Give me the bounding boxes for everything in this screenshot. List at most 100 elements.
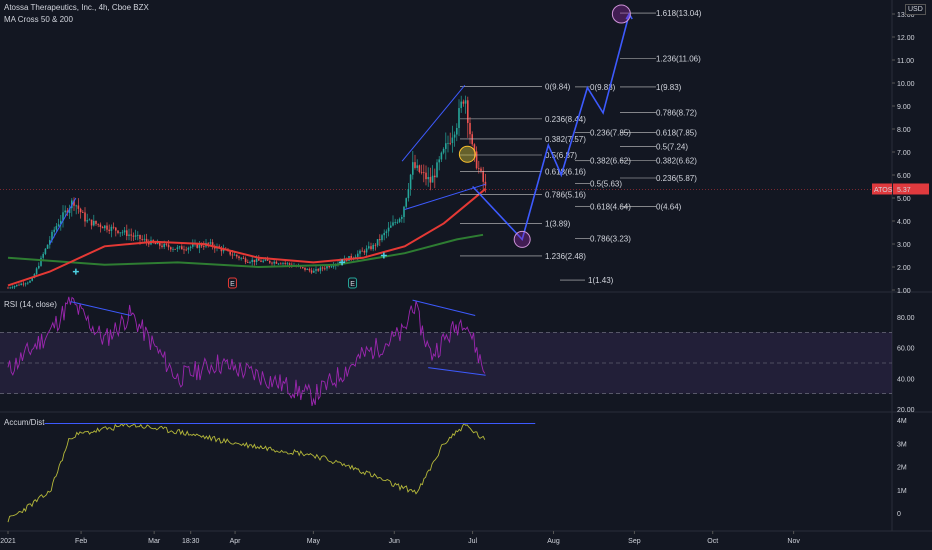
rsi-divergence-line [428,367,486,376]
projection-arrowhead [625,12,633,20]
candle-body [115,227,117,231]
candle-body [60,220,62,225]
candle-body [403,206,405,217]
ad-pane-title[interactable]: Accum/Dist [4,418,45,427]
candle-body [310,270,313,273]
candle-body [253,259,256,263]
candle-body [332,265,335,267]
fib-projection-label: 0.382(6.62) [656,157,697,166]
fib-retracement-label: 1(3.89) [545,220,571,229]
candle-body [438,159,440,163]
candle-body [22,283,25,285]
candle-body [286,263,289,265]
candle-body [198,244,201,248]
candle-body [398,218,401,222]
candle-body [167,244,170,248]
candle-body [143,238,146,240]
candle-body [434,175,436,178]
candle-body [24,283,27,285]
price-tick-label: 10.00 [897,81,915,88]
target-circle [513,230,531,248]
ma-cross-marker [72,268,79,275]
fib-extension-label: 0.5(5.63) [590,180,622,189]
fib-projection-label: 1.618(13.04) [656,9,702,18]
price-tick-label: 3.00 [897,242,911,249]
candle-body [275,261,278,264]
time-tick-label: May [307,538,321,545]
candle-body [101,226,104,229]
price-tick-label: 4.00 [897,219,911,226]
candle-body [174,248,176,250]
candle-body [95,220,97,224]
candle-body [200,244,203,247]
candle-body [330,266,333,268]
candle-body [484,181,487,186]
candle-body [475,151,478,169]
candle-body [220,247,223,252]
earnings-marker-label: E [230,281,235,288]
candle-body [324,268,326,270]
candle-body [20,283,22,286]
candle-body [315,269,317,271]
fib-retracement-label: 0.236(8.44) [545,115,586,124]
candle-body [390,225,392,228]
candle-body [440,152,443,160]
rsi-pane-title[interactable]: RSI (14, close) [4,300,57,309]
candle-body [442,148,445,153]
candle-body [471,134,473,145]
rsi-divergence-line [412,299,476,316]
candle-body [42,253,44,258]
candle-body [240,257,242,259]
candle-body [277,263,280,265]
candle-body [117,230,119,233]
candle-body [229,250,231,255]
price-tick-label: 2.00 [897,265,911,272]
time-tick-label: Aug [547,538,560,545]
candle-body [40,257,42,266]
fib-retracement-label: 0.618(6.16) [545,167,586,176]
ticker-label: ATOS [874,187,893,194]
candle-body [350,256,352,259]
candle-body [233,254,236,256]
candle-body [425,172,427,180]
candle-body [75,205,77,207]
candle-body [159,242,161,246]
candle-body [211,242,214,247]
fib-projection-label: 0.5(7.24) [656,142,688,151]
candle-body [209,242,212,244]
candle-body [82,212,84,213]
candle-body [178,246,181,248]
fib-extension-label: 0.786(3.23) [590,235,631,244]
candle-body [313,270,315,273]
candle-body [288,263,291,265]
candle-body [262,260,264,262]
candle-body [68,208,71,213]
candle-body [137,234,139,236]
currency-label[interactable]: USD [905,4,926,15]
time-tick-label: 18:30 [182,538,200,545]
candle-body [255,258,258,263]
candle-body [62,212,64,221]
candle-body [381,235,383,241]
ma-indicator-label[interactable]: MA Cross 50 & 200 [4,15,73,24]
candle-body [372,244,374,250]
candle-body [236,254,238,257]
rsi-line [7,296,486,407]
candle-body [416,165,418,168]
candle-body [321,267,324,269]
fib-retracement-label: 0.382(7.57) [545,135,586,144]
fib-extension-label: 0.382(6.62) [590,157,631,166]
candle-body [306,269,308,270]
candle-body [383,232,385,236]
candle-body [88,219,91,221]
trend-line [49,197,77,245]
candle-body [385,231,388,233]
candle-body [93,220,95,226]
candle-body [156,242,159,245]
price-tick-label: 9.00 [897,104,911,111]
candle-body [7,287,9,289]
candle-body [458,108,460,128]
candle-body [90,219,93,226]
candle-body [97,223,99,225]
